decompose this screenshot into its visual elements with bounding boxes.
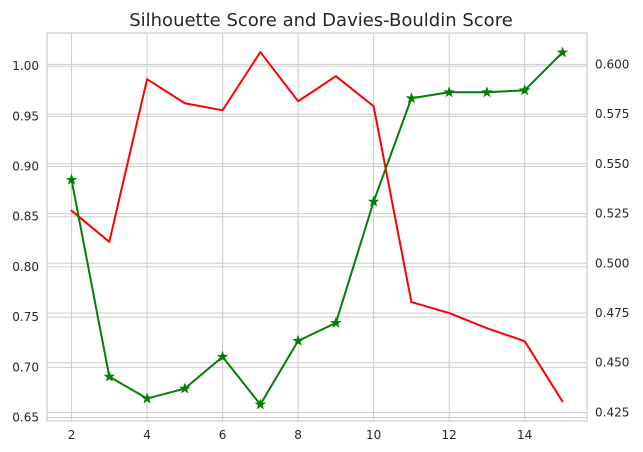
series-point (518, 84, 531, 96)
right-tick-label: 0.475 (595, 306, 629, 320)
series-line-left (70, 51, 564, 403)
series-point (330, 316, 342, 328)
series-point (481, 86, 493, 98)
chart-title: Silhouette Score and Davies-Bouldin Scor… (129, 10, 513, 31)
series-point (292, 334, 304, 346)
left-tick-label: 0.90 (12, 160, 39, 174)
x-tick-label: 10 (366, 428, 381, 442)
x-tick-label: 6 (219, 428, 227, 442)
left-tick-label: 0.75 (12, 310, 39, 324)
series-point (405, 92, 418, 104)
left-tick-label: 1.00 (12, 59, 39, 73)
grid (47, 33, 587, 421)
series-point (556, 46, 569, 58)
series-layer (65, 46, 569, 410)
right-tick-label: 0.575 (595, 107, 629, 121)
x-tick-label: 14 (517, 428, 532, 442)
right-axis: 0.425 0.450 0.475 0.500 0.525 0.550 0.575 0.600 (595, 57, 629, 419)
x-tick-label: 8 (294, 428, 302, 442)
right-tick-label: 0.600 (595, 57, 629, 71)
left-tick-label: 0.80 (12, 260, 39, 274)
right-tick-label: 0.550 (595, 157, 629, 171)
left-tick-label: 0.95 (12, 109, 39, 123)
series-point (179, 382, 191, 394)
left-axis: 0.65 0.70 0.75 0.80 0.85 0.90 0.95 1.00 (12, 59, 39, 424)
right-tick-label: 0.500 (595, 256, 629, 270)
x-axis: 2 4 6 8 10 12 14 (68, 428, 533, 442)
series-point (103, 370, 116, 382)
left-tick-label: 0.65 (12, 410, 39, 424)
right-tick-label: 0.425 (595, 405, 629, 419)
plot-frame (46, 32, 588, 422)
right-tick-label: 0.450 (595, 356, 629, 370)
series-point (254, 398, 267, 410)
series-line-right (70, 51, 564, 406)
series-point (65, 173, 78, 185)
x-tick-label: 4 (143, 428, 151, 442)
left-tick-label: 0.70 (12, 360, 39, 374)
x-tick-label: 2 (68, 428, 76, 442)
left-tick-label: 0.85 (12, 210, 39, 224)
series-point (443, 86, 455, 98)
right-tick-label: 0.525 (595, 207, 629, 221)
series-point (367, 195, 380, 207)
series-point (216, 350, 229, 362)
series-point (141, 392, 153, 404)
x-tick-label: 12 (442, 428, 457, 442)
